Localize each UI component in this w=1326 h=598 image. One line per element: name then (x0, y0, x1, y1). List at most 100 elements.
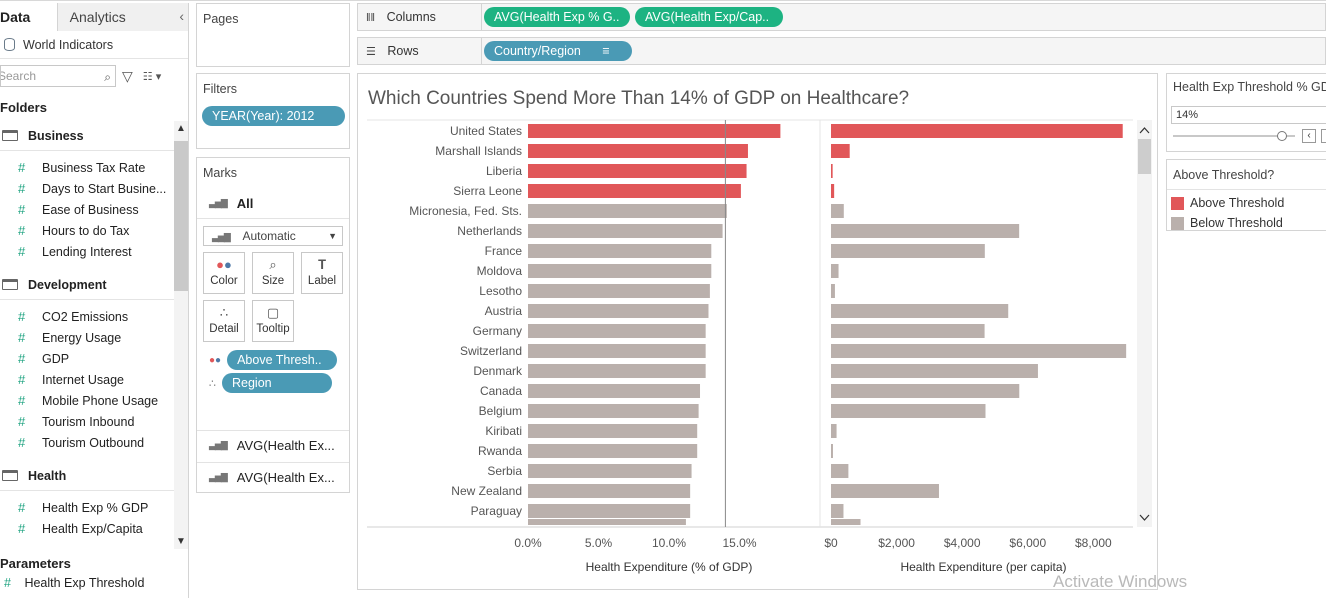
columns-shelf[interactable]: ‖‖ Columns AVG(Health Exp % G.. AVG(Heal… (357, 3, 1326, 31)
scrollbar-thumb[interactable] (174, 141, 188, 291)
filter-icon[interactable]: ▽ (122, 67, 133, 84)
field-item[interactable]: # Tourism Inbound (0, 411, 174, 432)
bar-gdp-belgium[interactable] (528, 404, 699, 418)
bar-capita-moldova[interactable] (831, 264, 839, 278)
scroll-down-icon[interactable] (1139, 514, 1150, 521)
field-item[interactable]: # GDP (0, 348, 174, 369)
rows-shelf[interactable]: ☰ Rows Country/Region ≡ (357, 37, 1326, 65)
bar-gdp-lesotho[interactable] (528, 284, 710, 298)
bar-capita-denmark[interactable] (831, 364, 1038, 378)
bar-gdp-germany[interactable] (528, 324, 706, 338)
bar-capita-sierra-leone[interactable] (831, 184, 835, 198)
tab-data[interactable]: Data (0, 3, 58, 31)
measure-shelf-2[interactable]: ▃▅▇ AVG(Health Ex... (197, 462, 349, 492)
bar-capita-liberia[interactable] (831, 164, 833, 178)
bar-gdp-moldova[interactable] (528, 264, 712, 278)
bar-capita-new-zealand[interactable] (831, 484, 939, 498)
bar-capita-kiribati[interactable] (831, 424, 837, 438)
bar-capita-marshall-islands[interactable] (831, 144, 850, 158)
columns-pill-health-exp-capita[interactable]: AVG(Health Exp/Cap.. (635, 7, 783, 27)
list-view-icon[interactable]: ☷ ▾ (142, 70, 162, 83)
bar-gdp-kiribati[interactable] (528, 424, 698, 438)
field-item[interactable]: # Tourism Outbound (0, 432, 174, 453)
bar-gdp-netherlands[interactable] (528, 224, 723, 238)
field-item[interactable]: # Internet Usage (0, 369, 174, 390)
bar-capita-france[interactable] (831, 244, 985, 258)
bar-capita-belgium[interactable] (831, 404, 986, 418)
bar-capita-serbia[interactable] (831, 464, 849, 478)
bar-gdp-switzerland[interactable] (528, 344, 706, 358)
detail-button[interactable]: ∴ Detail (203, 300, 245, 342)
field-item[interactable]: # Health Exp/Capita (0, 518, 174, 539)
field-item[interactable]: # Health Exp % GDP (0, 497, 174, 518)
rows-pill-country-region[interactable]: Country/Region ≡ (484, 41, 632, 61)
columns-pill-health-exp-gdp[interactable]: AVG(Health Exp % G.. (484, 7, 630, 27)
bar-gdp-paraguay[interactable] (528, 504, 691, 518)
size-button[interactable]: ⌕ Size (252, 252, 294, 294)
bar-gdp-united-states[interactable] (528, 124, 781, 138)
measure-shelf-1[interactable]: ▃▅▇ AVG(Health Ex... (197, 430, 349, 460)
field-item[interactable]: # Mobile Phone Usage (0, 390, 174, 411)
region-pill[interactable]: Region (222, 373, 332, 393)
bar-capita-germany[interactable] (831, 324, 985, 338)
bar-gdp-sierra-leone[interactable] (528, 184, 741, 198)
bar-gdp-france[interactable] (528, 244, 712, 258)
bar-capita-united-states[interactable] (831, 124, 1123, 138)
folder-health[interactable]: Health (0, 461, 174, 491)
bar-capita-netherlands[interactable] (831, 224, 1020, 238)
scroll-up-icon[interactable] (1139, 127, 1150, 134)
legend-item-below[interactable]: Below Threshold (1167, 213, 1326, 233)
field-item[interactable]: # Business Tax Rate (0, 157, 174, 178)
marks-all-tab[interactable]: ▃▅▇ All (197, 189, 349, 219)
bar-gdp-liberia[interactable] (528, 164, 747, 178)
bar-gdp-micronesia-fed-sts-[interactable] (528, 204, 727, 218)
field-item[interactable]: # Lending Interest (0, 241, 174, 262)
parameter-slider-knob[interactable] (1277, 131, 1287, 141)
parameter-value-input[interactable]: 14% (1171, 106, 1326, 124)
field-item[interactable]: # Energy Usage (0, 327, 174, 348)
color-button[interactable]: ●● Color (203, 252, 245, 294)
field-list-scrollbar[interactable]: ▲ ▼ (174, 121, 188, 549)
chart-scrollbar[interactable] (1137, 120, 1152, 527)
search-input[interactable]: Search ⌕ (0, 65, 116, 87)
bar-capita-paraguay[interactable] (831, 504, 844, 518)
scroll-up-icon[interactable]: ▲ (176, 123, 186, 134)
field-item[interactable]: # CO2 Emissions (0, 306, 174, 327)
bar-gdp-canada[interactable] (528, 384, 701, 398)
bar-gdp-marshall-islands[interactable] (528, 144, 748, 158)
tab-analytics[interactable]: Analytics (57, 3, 188, 31)
bar-gdp-austria[interactable] (528, 304, 709, 318)
filter-pill-year[interactable]: YEAR(Year): 2012 (202, 106, 345, 126)
scroll-down-icon[interactable]: ▼ (176, 536, 186, 547)
bar-capita-micronesia-fed-sts-[interactable] (831, 204, 844, 218)
bar-capita-rwanda[interactable] (831, 444, 833, 458)
mark-type-dropdown[interactable]: ▃▅▇ Automatic ▼ (203, 226, 343, 246)
parameter-slider-track[interactable] (1173, 135, 1295, 137)
field-item[interactable]: # Days to Start Busine... (0, 178, 174, 199)
step-left-icon[interactable]: ‹ (1302, 129, 1316, 143)
bar-gdp-serbia[interactable] (528, 464, 692, 478)
legend-item-above[interactable]: Above Threshold (1167, 193, 1326, 213)
bar-gdp-denmark[interactable] (528, 364, 706, 378)
above-threshold-pill[interactable]: Above Thresh.. (227, 350, 338, 370)
datasource-item[interactable]: World Indicators (0, 31, 188, 59)
folder-development[interactable]: Development (0, 270, 174, 300)
step-right-icon[interactable]: › (1321, 129, 1326, 143)
bar-capita-austria[interactable] (831, 304, 1009, 318)
chart-view[interactable]: Which Countries Spend More Than 14% of G… (357, 73, 1158, 590)
field-item[interactable]: # Ease of Business (0, 199, 174, 220)
tooltip-button[interactable]: ▢ Tooltip (252, 300, 294, 342)
chart-scrollbar-thumb[interactable] (1138, 139, 1151, 174)
bar-capita-switzerland[interactable] (831, 344, 1127, 358)
bar-gdp-new-zealand[interactable] (528, 484, 691, 498)
field-item[interactable]: # Hours to do Tax (0, 220, 174, 241)
pages-card[interactable]: Pages (196, 3, 350, 67)
folder-business[interactable]: Business (0, 121, 174, 151)
parameter-item[interactable]: # Health Exp Threshold (0, 576, 144, 590)
bar-gdp-rwanda[interactable] (528, 444, 698, 458)
collapse-pane-icon[interactable]: ‹ (179, 8, 184, 24)
bar-capita-lesotho[interactable] (831, 284, 835, 298)
label-button[interactable]: 𝐓 Label (301, 252, 343, 294)
filters-card[interactable]: Filters YEAR(Year): 2012 (196, 73, 350, 149)
bar-capita-canada[interactable] (831, 384, 1020, 398)
